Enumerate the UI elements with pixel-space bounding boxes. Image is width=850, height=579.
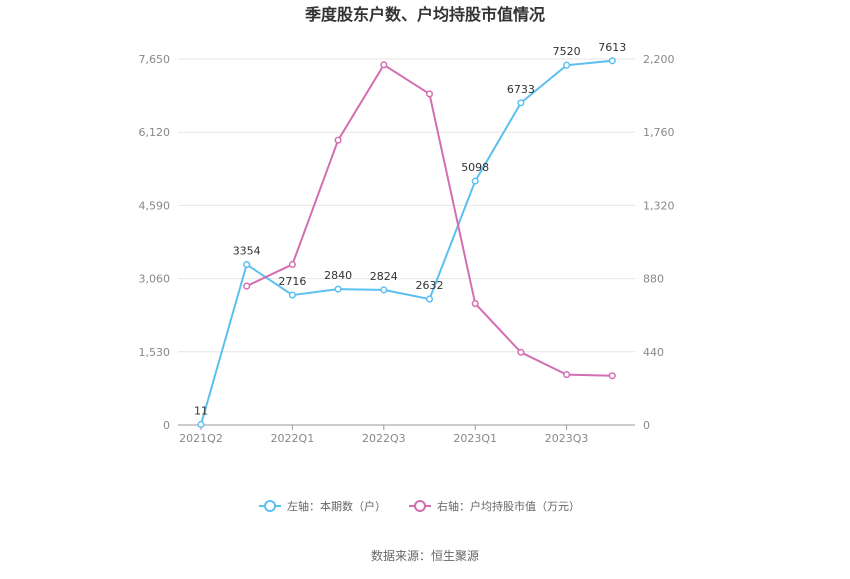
right-y-tick-label: 880: [643, 273, 664, 286]
legend: 左轴：本期数（户） 右轴：户均持股市值（万元）: [259, 499, 580, 513]
series-line-1: [200, 59, 613, 425]
series-1-point: [197, 420, 205, 429]
series-1-point: [517, 99, 525, 107]
series-2-point: [425, 90, 434, 98]
series-1-point: [608, 57, 616, 65]
x-tick-label: 2022Q3: [362, 432, 406, 445]
data-label: 6733: [507, 83, 535, 96]
axis-layer: 0 0 1,530 440 3,060 880 4,590 1,320 6,120 1,760 7,…: [139, 53, 675, 445]
data-label: 3354: [233, 245, 261, 258]
legend-label: 左轴：本期数（户）: [287, 499, 386, 513]
series-line-2: [246, 63, 613, 377]
x-tick-label: 2023Q1: [453, 432, 497, 445]
series-1-point: [563, 61, 571, 69]
left-y-tick-label: 1,530: [139, 346, 171, 359]
series-1-point: [288, 291, 296, 299]
series-2-point: [243, 282, 251, 290]
legend-marker-dot: [264, 500, 276, 512]
right-y-tick-label: 0: [643, 419, 650, 432]
series-1-point: [471, 177, 479, 185]
left-y-tick-label: 0: [163, 419, 170, 432]
x-tick-label: 2021Q2: [179, 432, 223, 445]
series-2-point: [471, 300, 479, 308]
left-y-tick-label: 3,060: [139, 273, 171, 286]
series-1-point: [243, 260, 251, 269]
series-2-point: [563, 371, 571, 379]
right-y-tick-label: 1,320: [643, 199, 675, 212]
grid-layer: [178, 58, 635, 353]
left-y-tick-label: 6,120: [139, 126, 171, 139]
chart-title: 季度股东户数、户均持股市值情况: [304, 5, 545, 24]
series-2-point: [288, 260, 296, 269]
series-2-point: [334, 136, 342, 144]
left-y-tick-label: 7,650: [139, 53, 171, 66]
series-1-point: [425, 295, 434, 303]
right-y-tick-label: 440: [643, 346, 664, 359]
data-label: 2632: [416, 279, 444, 292]
data-label: 2840: [324, 269, 352, 282]
right-y-tick-label: 1,760: [643, 126, 675, 139]
data-label: 5098: [461, 161, 489, 174]
left-y-tick-label: 4,590: [139, 199, 171, 212]
series-2-point: [608, 372, 616, 380]
legend-label: 右轴：户均持股市值（万元）: [437, 499, 580, 513]
legend-marker-dot: [414, 500, 426, 512]
data-label: 11: [194, 404, 208, 417]
x-tick-label: 2023Q3: [545, 432, 589, 445]
data-label: 7520: [553, 45, 581, 58]
series-1-point: [334, 285, 342, 293]
right-y-tick-label: 2,200: [643, 53, 675, 66]
series-2-point: [517, 348, 525, 356]
source-note: 数据来源：恒生聚源: [371, 548, 479, 563]
series-layer: [197, 57, 616, 429]
series-1-point: [380, 286, 388, 294]
data-label: 2824: [370, 270, 398, 283]
x-tick-label: 2022Q1: [271, 432, 315, 445]
data-label: 2716: [278, 275, 306, 288]
series-2-point: [380, 61, 388, 69]
data-label-layer: 11 3354 2716 2840 2824 2632 5098 6733 7520 7613: [194, 41, 626, 418]
data-label: 7613: [598, 41, 626, 54]
